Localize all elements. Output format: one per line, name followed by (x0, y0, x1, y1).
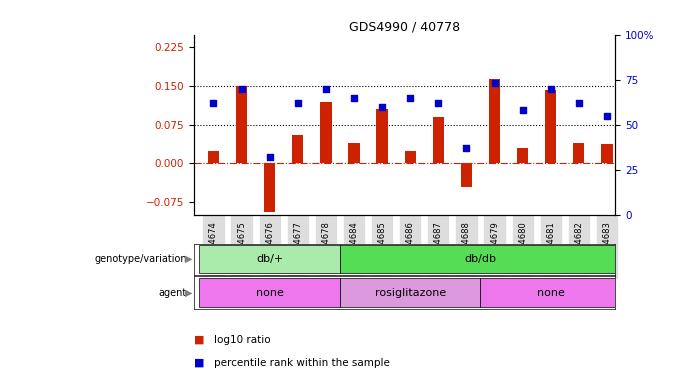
Text: agent: agent (158, 288, 187, 298)
Point (208, 100, 219, 106)
Point (377, 104, 388, 110)
Point (602, 113, 613, 119)
Text: percentile rank within the sample: percentile rank within the sample (214, 358, 390, 368)
Point (320, 86, 331, 92)
Bar (348, 143, 360, 164)
Bar (340, 278, 481, 308)
Point (349, 95, 360, 101)
Bar (481, 278, 621, 308)
Point (433, 100, 444, 106)
Text: ▶: ▶ (185, 254, 192, 264)
Point (405, 95, 415, 101)
Text: none: none (256, 288, 284, 298)
Text: rosiglitazone: rosiglitazone (375, 288, 446, 298)
Text: db/db: db/db (464, 254, 496, 264)
Bar (461, 164, 472, 187)
Bar (573, 143, 585, 164)
Bar (320, 102, 332, 164)
Title: GDS4990 / 40778: GDS4990 / 40778 (349, 20, 460, 33)
Bar (432, 117, 444, 164)
Point (573, 100, 584, 106)
Point (461, 145, 472, 151)
Bar (292, 135, 303, 164)
Bar (208, 151, 219, 164)
Point (292, 100, 303, 106)
Text: db/+: db/+ (256, 254, 284, 264)
Bar (489, 79, 500, 164)
Point (265, 154, 275, 161)
Bar (199, 278, 340, 308)
Bar (236, 86, 248, 164)
Bar (405, 151, 416, 164)
Bar (517, 148, 528, 164)
Bar (264, 164, 275, 212)
Bar (340, 245, 621, 273)
Text: ■: ■ (194, 335, 208, 345)
Bar (601, 144, 613, 164)
Bar (545, 90, 556, 164)
Text: none: none (537, 288, 564, 298)
Point (489, 80, 500, 86)
Text: ■: ■ (194, 358, 208, 368)
Point (545, 86, 556, 92)
Text: genotype/variation: genotype/variation (95, 254, 187, 264)
Text: log10 ratio: log10 ratio (214, 335, 271, 345)
Bar (199, 245, 340, 273)
Point (236, 86, 247, 92)
Point (517, 107, 528, 113)
Text: ▶: ▶ (185, 288, 192, 298)
Bar (377, 109, 388, 164)
